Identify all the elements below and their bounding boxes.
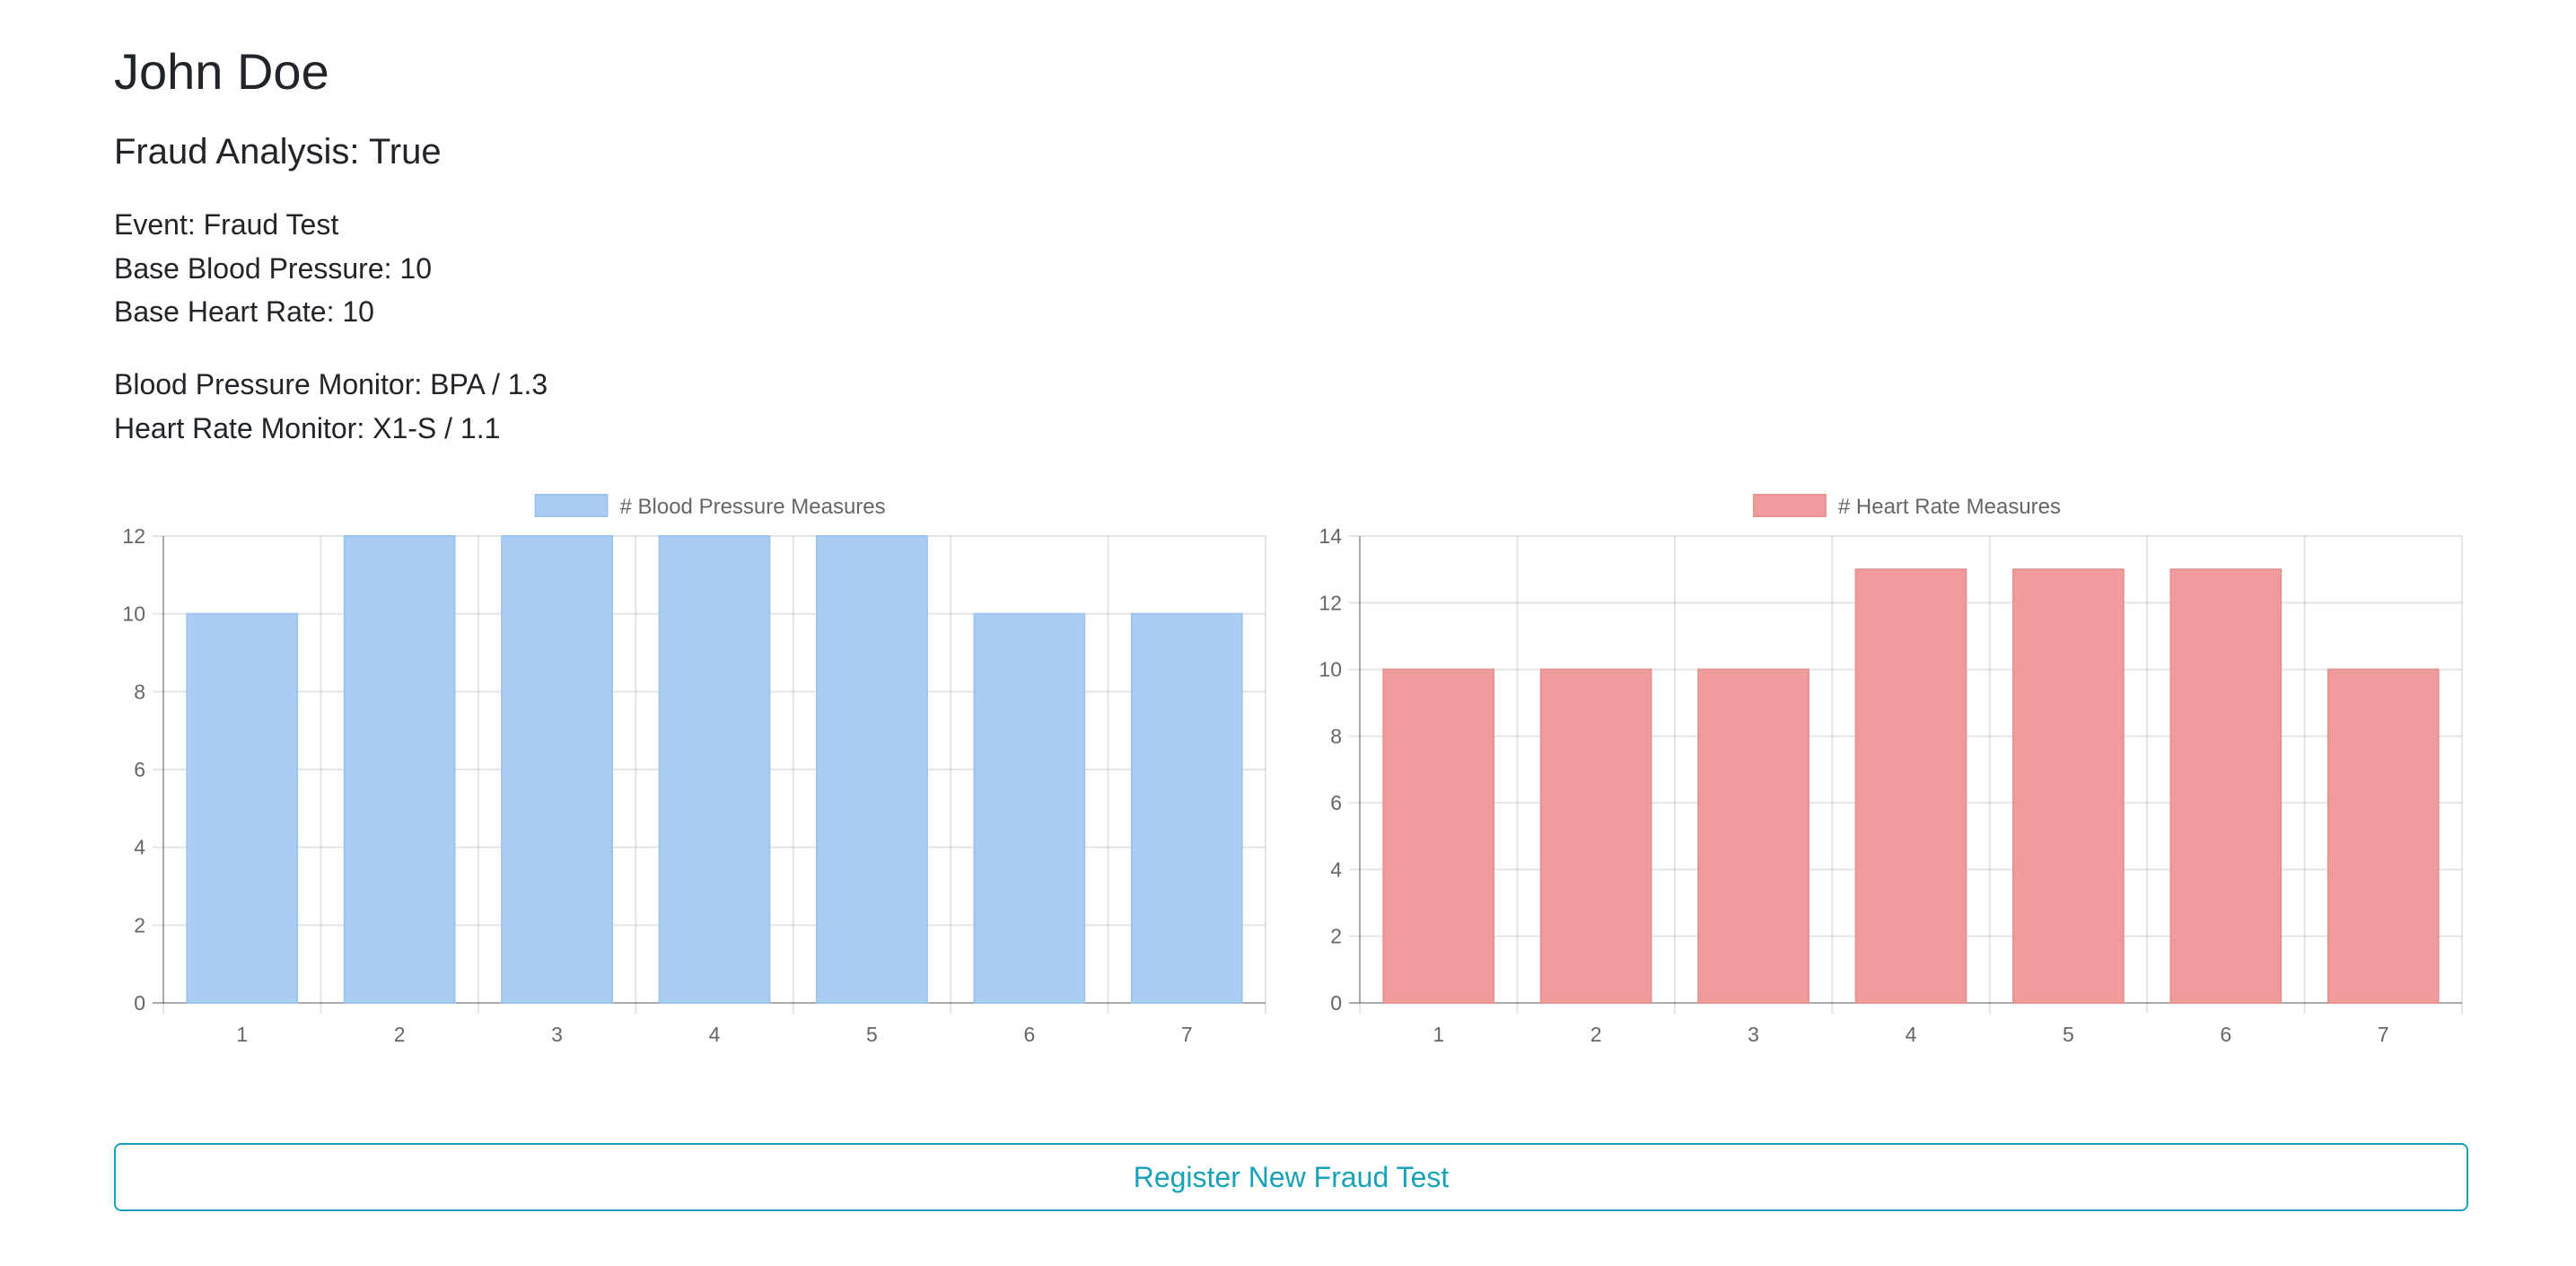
bp-chart-y-tick-label: 12 bbox=[122, 524, 145, 548]
event-details: Event: Fraud Test Base Blood Pressure: 1… bbox=[114, 203, 432, 334]
hr-chart-bar-4[interactable] bbox=[1854, 568, 1967, 1005]
bp-chart-bar-1[interactable] bbox=[186, 612, 299, 1005]
hr-chart-y-tick-label: 10 bbox=[1319, 658, 1342, 681]
register-new-fraud-test-button[interactable]: Register New Fraud Test bbox=[114, 1143, 2468, 1211]
bp-chart-x-tick-label: 4 bbox=[709, 1023, 721, 1046]
blood-pressure-monitor: Blood Pressure Monitor: BPA / 1.3 bbox=[114, 368, 548, 400]
hr-chart-bar-6[interactable] bbox=[2169, 568, 2282, 1005]
hr-chart-y-tick-label: 8 bbox=[1330, 725, 1342, 748]
bp-chart-x-tick-label: 5 bbox=[866, 1023, 878, 1046]
hr-chart-x-tick-label: 2 bbox=[1590, 1023, 1602, 1046]
bp-chart-y-tick-label: 0 bbox=[134, 991, 145, 1015]
hr-chart-y-tick-label: 2 bbox=[1330, 925, 1342, 948]
bp-chart-x-tick-label: 2 bbox=[394, 1023, 406, 1046]
hr-chart-bar-5[interactable] bbox=[2012, 568, 2125, 1005]
hr-chart-bar-7[interactable] bbox=[2326, 668, 2440, 1004]
monitor-details: Blood Pressure Monitor: BPA / 1.3 Heart … bbox=[114, 363, 548, 450]
hr-chart-y-tick-label: 0 bbox=[1330, 991, 1342, 1015]
patient-name: John Doe bbox=[114, 43, 329, 100]
hr-chart-y-tick-label: 6 bbox=[1330, 791, 1342, 814]
bp-chart-x-tick-label: 6 bbox=[1023, 1023, 1035, 1046]
hr-chart-x-tick-label: 1 bbox=[1433, 1023, 1444, 1046]
hr-chart-legend-label[interactable]: # Heart Rate Measures bbox=[1838, 495, 2061, 519]
hr-chart-y-tick-label: 12 bbox=[1319, 591, 1342, 614]
hr-chart-x-tick-label: 5 bbox=[2063, 1023, 2074, 1046]
bp-chart-bar-3[interactable] bbox=[501, 535, 613, 1004]
base-heart-rate: Base Heart Rate: 10 bbox=[114, 295, 374, 328]
bp-chart-bar-4[interactable] bbox=[658, 535, 771, 1004]
hr-chart-x-tick-label: 6 bbox=[2220, 1023, 2231, 1046]
hr-chart-legend-swatch[interactable] bbox=[1752, 494, 1827, 517]
bp-chart-y-tick-label: 8 bbox=[134, 680, 145, 703]
hr-chart-x-tick-label: 7 bbox=[2378, 1023, 2389, 1046]
bp-chart-y-tick-label: 2 bbox=[134, 913, 145, 936]
bp-chart-legend-swatch[interactable] bbox=[534, 494, 609, 517]
bp-chart-y-tick-label: 6 bbox=[134, 758, 145, 781]
bp-chart-bar-2[interactable] bbox=[343, 535, 456, 1004]
hr-chart-x-tick-label: 3 bbox=[1748, 1023, 1759, 1046]
bp-chart-bar-7[interactable] bbox=[1130, 612, 1243, 1005]
bp-chart-legend-label[interactable]: # Blood Pressure Measures bbox=[620, 495, 886, 519]
heart-rate-monitor: Heart Rate Monitor: X1-S / 1.1 bbox=[114, 411, 501, 444]
fraud-analysis-result: Fraud Analysis: True bbox=[114, 132, 442, 171]
bp-chart-x-tick-label: 3 bbox=[551, 1023, 563, 1046]
hr-chart-y-tick-label: 4 bbox=[1330, 857, 1342, 881]
bp-chart-bar-6[interactable] bbox=[973, 612, 1086, 1005]
bp-chart-y-tick-label: 10 bbox=[122, 602, 145, 626]
hr-chart-bar-3[interactable] bbox=[1697, 668, 1809, 1004]
event-label: Event: Fraud Test bbox=[114, 208, 339, 241]
hr-chart-x-tick-label: 4 bbox=[1906, 1023, 1917, 1046]
bp-chart-y-tick-label: 4 bbox=[134, 836, 145, 859]
hr-chart-y-tick-label: 14 bbox=[1319, 524, 1342, 548]
hr-chart-bar-2[interactable] bbox=[1539, 668, 1652, 1004]
hr-chart-bar-1[interactable] bbox=[1382, 668, 1495, 1004]
bp-chart-x-tick-label: 1 bbox=[236, 1023, 248, 1046]
bp-chart-bar-5[interactable] bbox=[816, 535, 928, 1004]
base-blood-pressure: Base Blood Pressure: 10 bbox=[114, 251, 432, 285]
bp-chart-x-tick-label: 7 bbox=[1181, 1023, 1193, 1046]
